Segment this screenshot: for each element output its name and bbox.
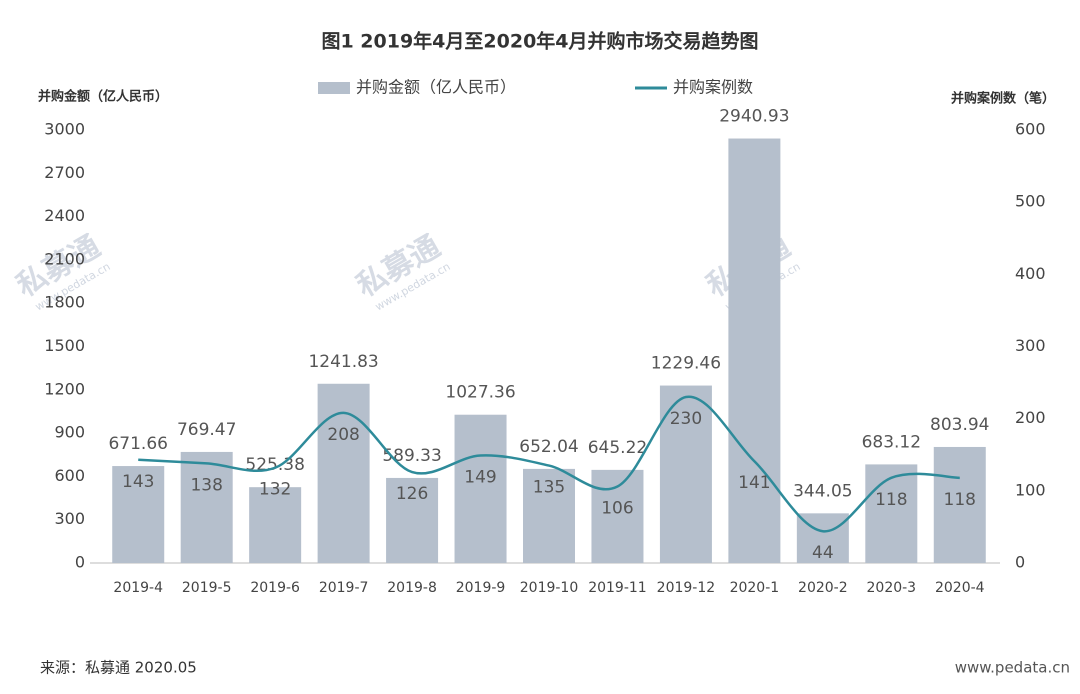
y-tick-label: 300 [54,509,85,528]
x-tick-label: 2020-4 [935,580,985,596]
bar-value-label: 344.05 [793,481,852,501]
bar-value-label: 683.12 [862,432,921,452]
legend-swatch [318,82,350,94]
bar-value-label: 1027.36 [445,383,515,403]
line-value-label: 44 [812,543,834,563]
bar [865,464,918,563]
line-value-label: 135 [533,478,565,498]
bar-value-label: 1229.46 [651,354,721,374]
y2-tick-label: 400 [1015,264,1046,283]
source-url: www.pedata.cn [955,659,1070,677]
legend-label: 并购案例数 [673,78,753,97]
x-tick-label: 2019-4 [113,580,163,596]
y-tick-label: 1800 [44,293,85,312]
bar [659,385,712,563]
line [138,395,960,533]
bar-value-label: 1241.83 [308,352,378,372]
bar [112,466,165,563]
y-axis-label: 并购金额（亿人民币） [38,89,168,105]
y-tick-label: 900 [54,423,85,442]
y-tick-label: 1500 [44,336,85,355]
y2-tick-label: 0 [1015,553,1025,572]
x-tick-label: 2019-11 [588,580,647,596]
bar-value-label: 803.94 [930,415,989,435]
line-value-label: 208 [327,425,359,445]
bar [249,487,302,563]
bar-value-label: 2940.93 [719,107,789,127]
y-tick-label: 2700 [44,163,85,182]
line-value-label: 132 [259,480,291,500]
x-tick-label: 2019-10 [520,580,579,596]
source-note: 来源：私募通 2020.05 [40,659,197,677]
y2-tick-label: 500 [1015,192,1046,211]
line-value-label: 118 [875,490,907,510]
x-tick-label: 2020-3 [867,580,917,596]
y-tick-label: 1200 [44,379,85,398]
y2-tick-label: 300 [1015,336,1046,355]
x-tick-label: 2020-2 [798,580,848,596]
y2-axis-label: 并购案例数（笔） [951,91,1055,107]
legend-label: 并购金额（亿人民币） [356,78,516,97]
line-value-label: 141 [738,473,770,493]
bar-value-label: 671.66 [108,434,167,454]
x-tick-label: 2019-7 [319,580,369,596]
x-tick-label: 2019-6 [250,580,300,596]
bar [454,414,507,563]
bar [386,477,439,563]
line-value-label: 138 [190,475,222,495]
x-tick-label: 2020-1 [730,580,780,596]
line-value-label: 118 [944,490,976,510]
y2-tick-label: 200 [1015,408,1046,427]
y2-tick-label: 600 [1015,120,1046,139]
bar-value-label: 769.47 [177,420,236,440]
line-value-label: 126 [396,484,428,504]
line-value-label: 230 [670,409,702,429]
x-tick-label: 2019-8 [387,580,437,596]
bar [317,383,370,563]
line-value-label: 106 [601,499,633,519]
y-tick-label: 2400 [44,206,85,225]
y-tick-label: 2100 [44,249,85,268]
y-tick-label: 3000 [44,120,85,139]
chart-title: 图1 2019年4月至2020年4月并购市场交易趋势图 [321,30,758,53]
bar [180,451,233,563]
bar [728,138,781,564]
bar-value-label: 652.04 [519,437,578,457]
line-value-label: 149 [464,467,496,487]
bar [933,446,986,563]
x-tick-label: 2019-9 [456,580,506,596]
bar [523,468,575,563]
y2-tick-label: 100 [1015,480,1046,499]
bar-value-label: 525.38 [245,455,304,475]
y-tick-label: 600 [54,466,85,485]
x-tick-label: 2019-12 [657,580,716,596]
line-value-label: 143 [122,472,154,492]
x-tick-label: 2019-5 [182,580,232,596]
y-tick-label: 0 [75,553,85,572]
bar-value-label: 645.22 [588,438,647,458]
